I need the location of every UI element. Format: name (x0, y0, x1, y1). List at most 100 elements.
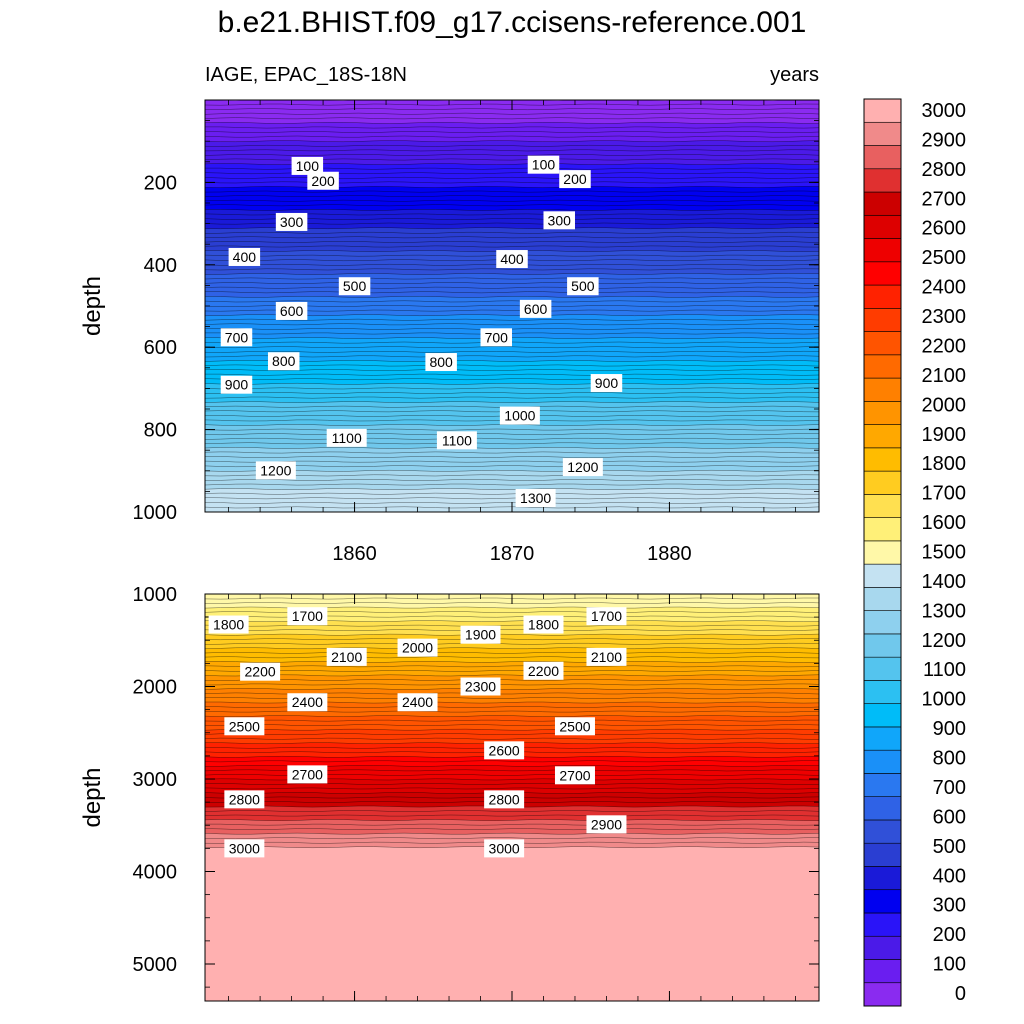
contour-label-box (228, 247, 261, 266)
contour-band (205, 245, 819, 253)
contour-line (205, 346, 819, 349)
contour-band (205, 923, 819, 930)
contour-line (205, 300, 819, 303)
contour-line (205, 296, 819, 298)
contour-band (205, 163, 819, 170)
contour-label: 100 (532, 157, 556, 173)
contour-line (205, 670, 819, 672)
colorbar-label: 1900 (922, 424, 967, 446)
contour-label-box (224, 790, 265, 809)
x-tick-label: 1870 (490, 543, 535, 565)
contour-label: 100 (296, 158, 320, 174)
contour-band (205, 374, 819, 381)
contour-band (205, 855, 819, 862)
contour-band (205, 900, 819, 908)
contour-label-box (307, 171, 339, 190)
colorbar-label: 500 (933, 836, 966, 858)
contour-line (205, 135, 819, 138)
contour-label-box (480, 328, 513, 347)
contour-band (205, 964, 819, 971)
contour-band (205, 300, 819, 308)
colorbar-box (863, 284, 902, 309)
colorbar-label: 1000 (922, 689, 967, 711)
colorbar-box (863, 680, 902, 704)
contour-label: 900 (225, 377, 249, 393)
contour-line (205, 810, 819, 812)
colorbar-box (863, 517, 902, 542)
colorbar-label: 2200 (922, 335, 967, 357)
contour-label: 2800 (489, 791, 520, 807)
contour-line (205, 195, 819, 197)
y-tick-label: 400 (144, 255, 177, 277)
y-tick-label: 600 (144, 337, 177, 359)
contour-line (205, 823, 819, 826)
contour-label: 2300 (465, 679, 496, 695)
contour-line (205, 282, 819, 284)
contour-line (205, 144, 819, 147)
colorbar-box (863, 168, 902, 193)
contour-label-box (484, 741, 525, 760)
contour-band (205, 959, 819, 966)
contour-line (205, 373, 819, 376)
contour-line (205, 679, 819, 681)
contour-label: 800 (272, 353, 296, 369)
y-tick-label: 3000 (133, 769, 178, 791)
colorbar-label: 2400 (922, 277, 967, 299)
contour-band (205, 738, 819, 745)
contour-line (205, 355, 819, 358)
contour-label: 1000 (504, 408, 535, 424)
contour-line (205, 126, 819, 129)
x-tick-label: 1880 (647, 543, 692, 565)
contour-line (205, 273, 819, 275)
contour-band (205, 869, 819, 876)
contour-line (205, 783, 819, 785)
colorbar-label: 300 (933, 895, 966, 917)
contour-line (205, 204, 819, 207)
contour-line (205, 492, 819, 495)
contour-line (205, 122, 819, 124)
contour-label: 600 (280, 303, 304, 319)
contour-label-box (515, 488, 556, 507)
contour-label-box (208, 615, 249, 634)
colorbar-box (863, 796, 902, 821)
upper-contour-panel: 200 400 600 800 1000 1860 1870 1880 depth IAGE, E… (79, 64, 820, 565)
contour-line (205, 213, 819, 216)
contour-line (205, 222, 819, 225)
contour-label-box (287, 607, 328, 626)
contour-band (205, 937, 819, 944)
contour-line (205, 656, 819, 659)
contour-band (205, 819, 819, 826)
contour-band (205, 493, 819, 500)
contour-line (205, 719, 819, 722)
y-tick-label: 1000 (133, 502, 178, 524)
contour-line (205, 268, 819, 271)
colorbar-box (863, 889, 902, 914)
colorbar-box (863, 238, 902, 263)
contour-label-box (267, 352, 300, 371)
contour-line (205, 231, 819, 234)
colorbar-label: 2500 (922, 247, 967, 269)
contour-line (205, 787, 819, 790)
contour-band (205, 378, 819, 385)
colorbar-box (863, 470, 902, 495)
contour-band (205, 864, 819, 871)
contour-band (205, 711, 819, 718)
colorbar-label: 3000 (922, 100, 967, 122)
contour-line (205, 378, 819, 381)
contour-label: 1100 (332, 430, 362, 446)
contour-label: 1300 (520, 490, 551, 506)
contour-band (205, 204, 819, 211)
contour-line (205, 323, 819, 326)
contour-line (205, 465, 819, 468)
contour-label-box (275, 212, 308, 231)
contour-label-box (326, 647, 367, 666)
colorbar-box (863, 447, 902, 472)
contour-label: 1800 (213, 617, 244, 633)
contour-label: 300 (548, 212, 572, 228)
contour-band (205, 977, 819, 984)
contour-line (205, 715, 819, 717)
contour-line (205, 360, 819, 362)
colorbar-box (863, 656, 902, 681)
contour-band (205, 905, 819, 912)
y-tick-label: 5000 (133, 954, 178, 976)
